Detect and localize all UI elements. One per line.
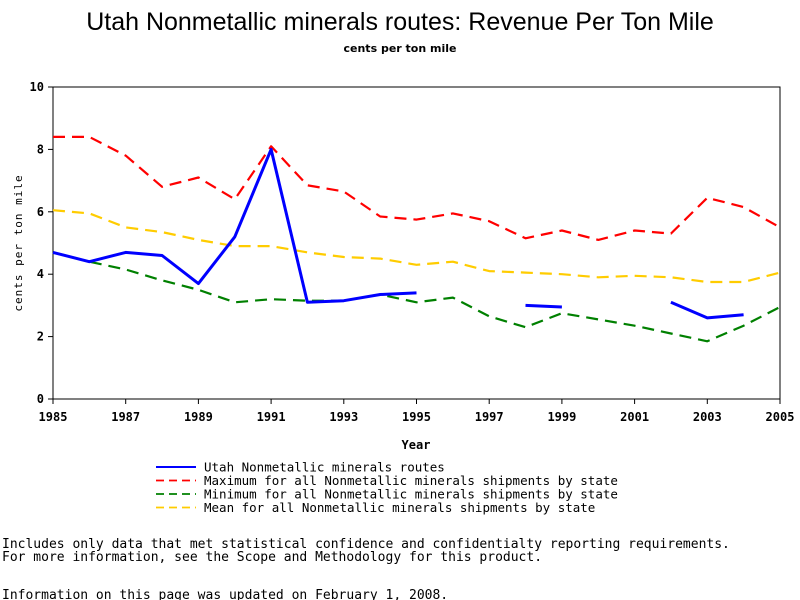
legend-label: Minimum for all Nonmetallic minerals shi…: [204, 487, 618, 502]
y-tick-label: 2: [37, 330, 44, 344]
x-tick-label: 1999: [547, 410, 576, 424]
x-axis: 1985 1987 1989 1991 1993 1995 1997 1999 2001 2003…: [39, 399, 795, 424]
x-tick-label: 1995: [402, 410, 431, 424]
legend: Utah Nonmetallic minerals routesMaximum …: [156, 460, 618, 515]
series-line-0: [52, 147, 417, 304]
series-lines: [52, 135, 781, 343]
series-line-0: [525, 303, 562, 309]
x-tick-label: 2001: [620, 410, 649, 424]
x-tick-label: 1985: [39, 410, 68, 424]
y-tick-label: 10: [30, 80, 44, 94]
legend-label: Mean for all Nonmetallic minerals shipme…: [204, 500, 595, 515]
series-line-0: [670, 300, 744, 320]
x-axis-label: Year: [402, 438, 431, 452]
series-line-3: [52, 209, 781, 284]
y-tick-label: 6: [37, 205, 44, 219]
note-updated: Information on this page was updated on …: [2, 588, 448, 600]
y-axis: 0 2 4 6 8 10: [30, 80, 53, 406]
x-tick-label: 1989: [184, 410, 213, 424]
note-confidence: Includes only data that met statistical …: [2, 537, 730, 552]
series-line-2: [52, 251, 781, 343]
chart-subtitle: cents per ton mile: [344, 42, 457, 55]
x-tick-label: 2003: [693, 410, 722, 424]
y-tick-label: 4: [37, 267, 44, 281]
x-tick-label: 1997: [475, 410, 504, 424]
legend-label: Maximum for all Nonmetallic minerals shi…: [204, 473, 618, 488]
y-tick-label: 8: [37, 142, 44, 156]
legend-label: Utah Nonmetallic minerals routes: [204, 460, 445, 475]
note-methodology: For more information, see the Scope and …: [2, 550, 542, 565]
y-tick-label: 0: [37, 392, 44, 406]
x-tick-label: 2005: [766, 410, 795, 424]
x-tick-label: 1987: [111, 410, 140, 424]
series-line-1: [53, 135, 781, 241]
chart-title: Utah Nonmetallic minerals routes: Revenu…: [86, 8, 714, 36]
x-tick-label: 1993: [329, 410, 358, 424]
x-tick-label: 1991: [257, 410, 286, 424]
y-axis-label: cents per ton mile: [12, 174, 25, 311]
plot-frame: [52, 86, 781, 400]
